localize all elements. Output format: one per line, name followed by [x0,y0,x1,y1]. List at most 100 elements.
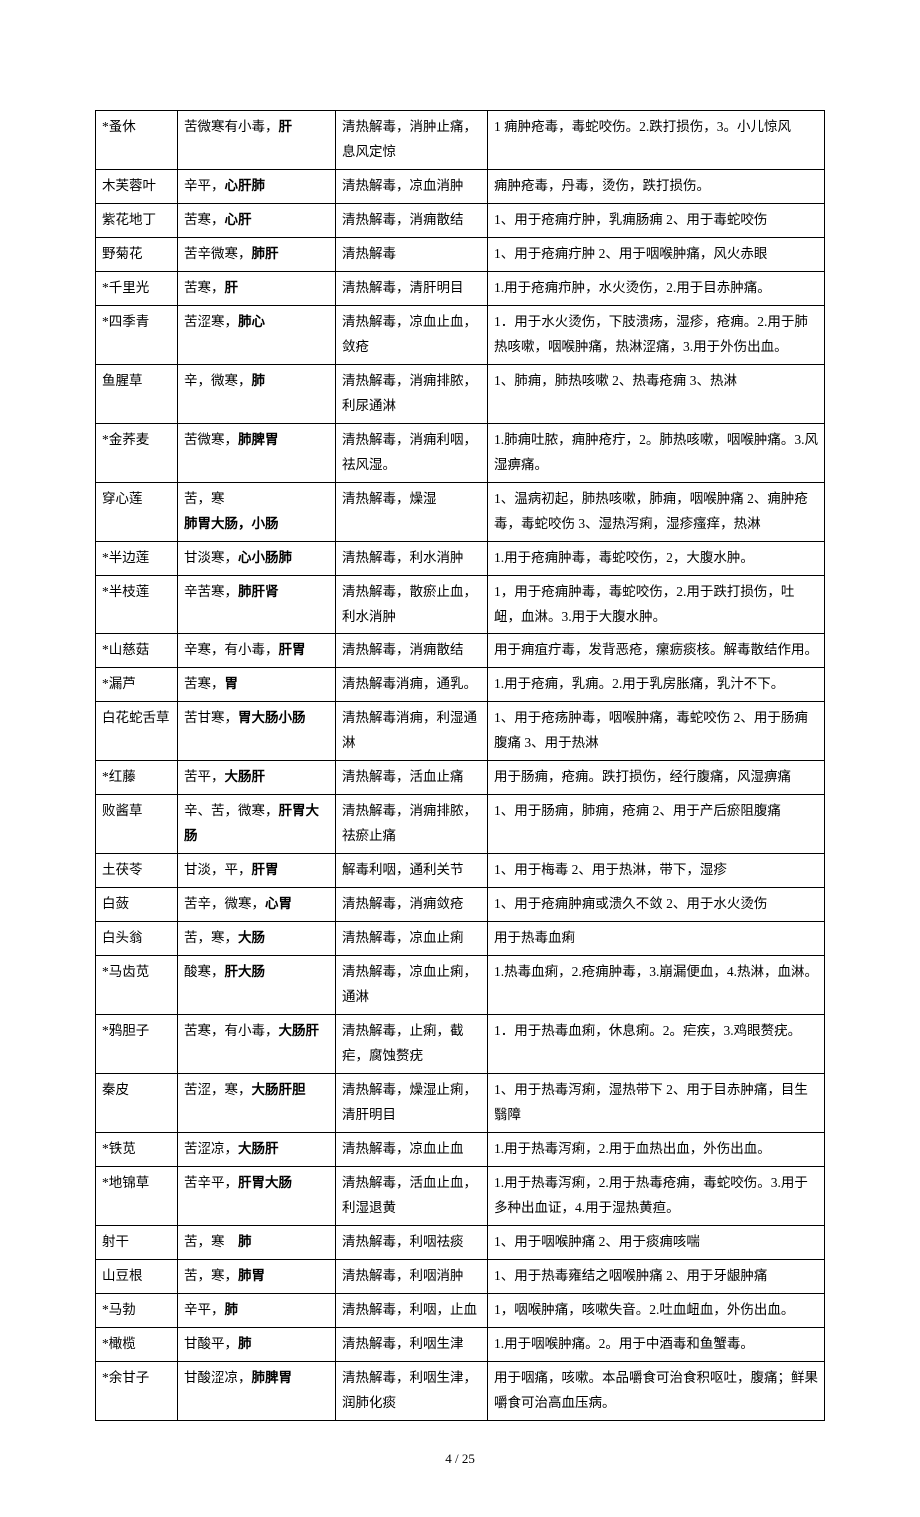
prop-meridian: 肺胃 [238,1268,265,1283]
cell-property: 苦微寒，肺脾胃 [178,423,336,482]
cell-name: *地锦草 [96,1166,178,1225]
cell-name: *千里光 [96,271,178,305]
cell-function: 清热解毒，燥湿止痢，清肝明目 [336,1074,488,1133]
cell-property: 苦，寒，大肠 [178,922,336,956]
cell-function: 清热解毒消痈，通乳。 [336,668,488,702]
table-row: 鱼腥草辛，微寒，肺清热解毒，消痈排脓，利尿通淋1、肺痈，肺热咳嗽 2、热毒疮痈 … [96,364,825,423]
table-row: 山豆根苦，寒，肺胃清热解毒，利咽消肿1、用于热毒雍结之咽喉肿痛 2、用于牙龈肿痛 [96,1259,825,1293]
cell-function: 清热解毒，消肿止痛，息风定惊 [336,111,488,170]
cell-function: 清热解毒，消痈散结 [336,203,488,237]
table-row: *橄榄甘酸平，肺清热解毒，利咽生津1.用于咽喉肿痛。2。用于中酒毒和鱼蟹毒。 [96,1327,825,1361]
page-current: 4 [445,1451,452,1466]
cell-name: 穿心莲 [96,482,178,541]
prop-meridian: 肝大肠 [225,964,266,979]
prop-prefix: 苦，寒 [184,1234,238,1249]
cell-function: 清热解毒，利咽祛痰 [336,1225,488,1259]
prop-meridian: 肺心 [238,314,265,329]
cell-name: 野菊花 [96,237,178,271]
cell-name: 紫花地丁 [96,203,178,237]
cell-name: 白蔹 [96,888,178,922]
prop-prefix: 苦寒， [184,676,225,691]
prop-meridian: 肺脾胃 [238,432,279,447]
medicine-table: *蚤休苦微寒有小毒，肝清热解毒，消肿止痛，息风定惊1 痈肿疮毒，毒蛇咬伤。2.跌… [95,110,825,1421]
prop-prefix: 苦辛，微寒， [184,896,265,911]
table-row: *山慈菇辛寒，有小毒，肝胃清热解毒，消痈散结用于痈疽疔毒，发背恶疮，瘰疬痰核。解… [96,634,825,668]
table-row: *马勃辛平，肺清热解毒，利咽，止血1，咽喉肿痛，咳嗽失音。2.吐血衄血，外伤出血… [96,1293,825,1327]
prop-meridian: 心肝肺 [225,178,266,193]
prop-meridian: 胃大肠小肠 [238,710,306,725]
cell-name: *红藤 [96,761,178,795]
table-row: *马齿苋酸寒，肝大肠清热解毒，凉血止痢，通淋1.热毒血痢，2.疮痈肿毒，3.崩漏… [96,956,825,1015]
cell-property: 苦辛平，肝胃大肠 [178,1166,336,1225]
prop-meridian: 大肠肝 [225,769,266,784]
prop-meridian: 肺脾胃 [252,1370,293,1385]
table-row: 土茯苓甘淡，平，肝胃解毒利咽，通利关节1、用于梅毒 2、用于热淋，带下，湿疹 [96,854,825,888]
cell-usage: 用于痈疽疔毒，发背恶疮，瘰疬痰核。解毒散结作用。 [488,634,825,668]
prop-meridian: 肝 [225,280,239,295]
cell-usage: 1、温病初起，肺热咳嗽，肺痈，咽喉肿痛 2、痈肿疮毒，毒蛇咬伤 3、湿热泻痢，湿… [488,482,825,541]
cell-usage: 1.用于热毒泻痢，2.用于热毒疮痈，毒蛇咬伤。3.用于多种出血证，4.用于湿热黄… [488,1166,825,1225]
cell-function: 清热解毒，利咽消肿 [336,1259,488,1293]
table-row: *千里光苦寒，肝清热解毒，清肝明目1.用于疮痈疖肿，水火烫伤，2.用于目赤肿痛。 [96,271,825,305]
cell-name: *鸦胆子 [96,1015,178,1074]
cell-property: 苦涩凉，大肠肝 [178,1132,336,1166]
cell-function: 清热解毒，凉血止痢 [336,922,488,956]
cell-function: 清热解毒，凉血止痢，通淋 [336,956,488,1015]
prop-meridian: 肺 [252,373,266,388]
table-row: *余甘子甘酸涩凉，肺脾胃清热解毒，利咽生津，润肺化痰用于咽痛，咳嗽。本品嚼食可治… [96,1361,825,1420]
table-row: *半枝莲辛苦寒，肺肝肾清热解毒，散瘀止血，利水消肿1，用于疮痈肿毒，毒蛇咬伤，2… [96,575,825,634]
prop-prefix: 甘酸涩凉， [184,1370,252,1385]
cell-name: 木芙蓉叶 [96,169,178,203]
prop-prefix: 甘酸平， [184,1336,238,1351]
cell-property: 辛、苦，微寒，肝胃大肠 [178,795,336,854]
cell-function: 清热解毒，燥湿 [336,482,488,541]
cell-usage: 用于热毒血痢 [488,922,825,956]
cell-property: 苦辛，微寒，心胃 [178,888,336,922]
cell-property: 苦甘寒，胃大肠小肠 [178,702,336,761]
cell-property: 苦，寒 肺 [178,1225,336,1259]
cell-name: *山慈菇 [96,634,178,668]
cell-function: 清热解毒，散瘀止血，利水消肿 [336,575,488,634]
prop-prefix: 苦涩凉， [184,1141,238,1156]
prop-prefix: 苦辛平， [184,1175,238,1190]
prop-prefix: 辛平， [184,178,225,193]
cell-usage: 1.用于热毒泻痢，2.用于血热出血，外伤出血。 [488,1132,825,1166]
cell-property: 辛平，肺 [178,1293,336,1327]
prop-prefix: 苦甘寒， [184,710,238,725]
cell-function: 清热解毒，活血止痛 [336,761,488,795]
cell-property: 酸寒，肝大肠 [178,956,336,1015]
prop-meridian: 心小肠肺 [238,550,292,565]
cell-name: 山豆根 [96,1259,178,1293]
cell-name: 白花蛇舌草 [96,702,178,761]
cell-usage: 1，咽喉肿痛，咳嗽失音。2.吐血衄血，外伤出血。 [488,1293,825,1327]
cell-usage: 1.用于咽喉肿痛。2。用于中酒毒和鱼蟹毒。 [488,1327,825,1361]
cell-function: 清热解毒，凉血消肿 [336,169,488,203]
prop-prefix: 苦寒，有小毒， [184,1023,279,1038]
prop-prefix: 苦，寒， [184,930,238,945]
cell-name: *漏芦 [96,668,178,702]
cell-property: 甘酸平，肺 [178,1327,336,1361]
cell-name: *橄榄 [96,1327,178,1361]
prop-meridian: 肺肝 [252,246,279,261]
cell-property: 甘酸涩凉，肺脾胃 [178,1361,336,1420]
cell-name: 秦皮 [96,1074,178,1133]
prop-meridian: 肝胃 [279,642,306,657]
table-row: *蚤休苦微寒有小毒，肝清热解毒，消肿止痛，息风定惊1 痈肿疮毒，毒蛇咬伤。2.跌… [96,111,825,170]
cell-name: *半枝莲 [96,575,178,634]
cell-property: 苦涩寒，肺心 [178,305,336,364]
cell-property: 苦，寒肺胃大肠，小肠 [178,482,336,541]
cell-property: 苦寒，肝 [178,271,336,305]
cell-function: 清热解毒，活血止血，利湿退黄 [336,1166,488,1225]
page-sep-symbol: / [455,1451,459,1466]
prop-prefix: 辛寒，有小毒， [184,642,279,657]
cell-usage: 用于咽痛，咳嗽。本品嚼食可治食积呕吐，腹痛；鲜果嚼食可治高血压病。 [488,1361,825,1420]
cell-name: *蚤休 [96,111,178,170]
prop-prefix: 苦寒， [184,212,225,227]
cell-function: 清热解毒，止痢，截疟，腐蚀赘疣 [336,1015,488,1074]
prop-meridian: 肺胃大肠，小肠 [184,516,279,531]
table-row: *四季青苦涩寒，肺心清热解毒，凉血止血，敛疮1．用于水火烫伤，下肢溃疡，湿疹，疮… [96,305,825,364]
prop-meridian: 肺 [238,1234,252,1249]
cell-property: 辛平，心肝肺 [178,169,336,203]
cell-name: *铁苋 [96,1132,178,1166]
cell-property: 苦，寒，肺胃 [178,1259,336,1293]
